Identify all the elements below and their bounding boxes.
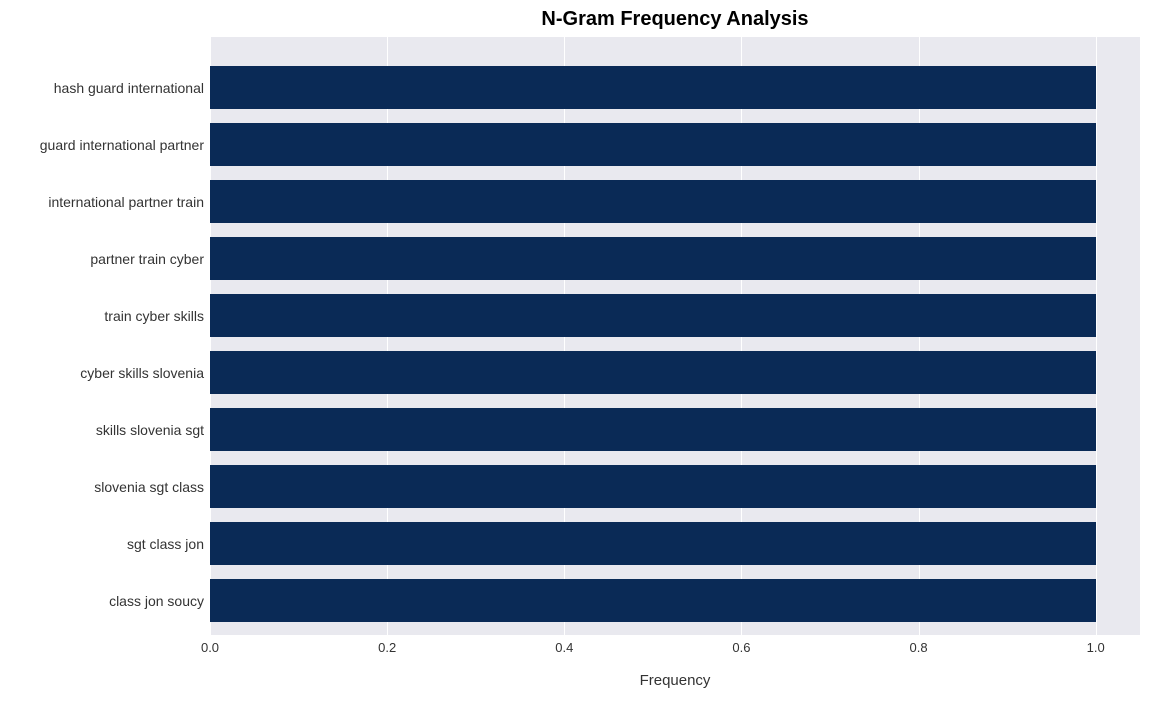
- bar-row: [210, 401, 1140, 458]
- bar-row: [210, 116, 1140, 173]
- y-tick-label: hash guard international: [4, 81, 204, 95]
- bar-row: [210, 59, 1140, 116]
- bar: [210, 465, 1096, 508]
- bar: [210, 294, 1096, 337]
- y-tick-label: guard international partner: [4, 138, 204, 152]
- plot-area: [210, 37, 1140, 635]
- bar-row: [210, 344, 1140, 401]
- bar: [210, 351, 1096, 394]
- chart-title: N-Gram Frequency Analysis: [210, 8, 1140, 31]
- x-tick-label: 0.0: [201, 640, 219, 655]
- y-tick-label: class jon soucy: [4, 594, 204, 608]
- y-tick-label: partner train cyber: [4, 252, 204, 266]
- bar: [210, 123, 1096, 166]
- bar: [210, 66, 1096, 109]
- bar: [210, 522, 1096, 565]
- bar: [210, 237, 1096, 280]
- ngram-frequency-chart: N-Gram Frequency Analysis hash guard int…: [0, 0, 1150, 701]
- x-tick-label: 1.0: [1087, 640, 1105, 655]
- bar-row: [210, 287, 1140, 344]
- y-tick-label: sgt class jon: [4, 537, 204, 551]
- bar-row: [210, 458, 1140, 515]
- y-tick-label: international partner train: [4, 195, 204, 209]
- bar: [210, 408, 1096, 451]
- x-tick-label: 0.6: [732, 640, 750, 655]
- y-tick-label: train cyber skills: [4, 309, 204, 323]
- y-tick-label: slovenia sgt class: [4, 480, 204, 494]
- y-tick-label: cyber skills slovenia: [4, 366, 204, 380]
- x-axis-label: Frequency: [210, 672, 1140, 689]
- x-tick-label: 0.8: [910, 640, 928, 655]
- bar-row: [210, 515, 1140, 572]
- y-tick-label: skills slovenia sgt: [4, 423, 204, 437]
- bar-row: [210, 230, 1140, 287]
- x-tick-label: 0.4: [555, 640, 573, 655]
- bar-row: [210, 173, 1140, 230]
- bar: [210, 180, 1096, 223]
- x-tick-label: 0.2: [378, 640, 396, 655]
- bar-row: [210, 572, 1140, 629]
- bar: [210, 579, 1096, 622]
